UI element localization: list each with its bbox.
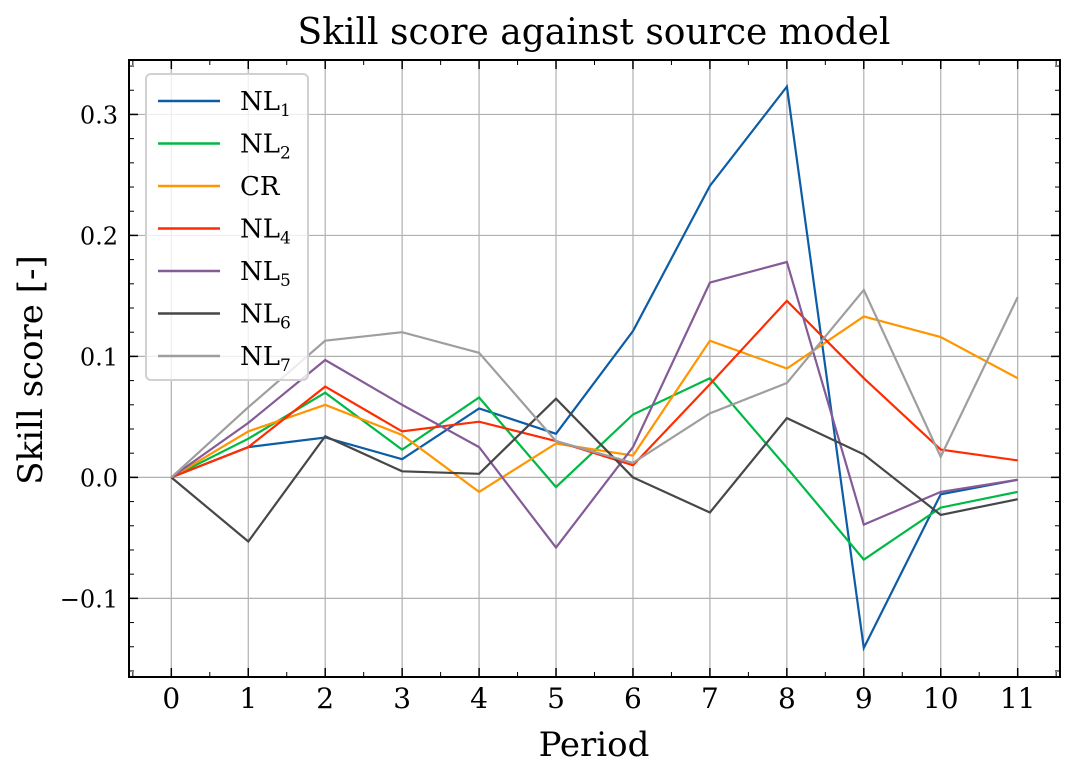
x-tick-label: 1 [239,682,257,715]
y-axis-label: Skill score [-] [11,255,51,484]
legend-label: NL4 [240,215,291,249]
series-line-2 [170,376,1018,562]
x-axis-label: Period [539,725,650,765]
series-line-5 [170,260,1018,550]
y-tick-label: 0.2 [80,222,118,250]
x-tick-label: 0 [162,682,180,715]
legend-label: NL1 [240,87,291,121]
legend-label: CR [240,172,281,202]
y-tick-label: 0.0 [80,464,118,492]
x-tick-label: 7 [701,682,719,715]
x-tick-label: 3 [393,682,411,715]
legend: NL1 NL2 CR NL4 NL5 NL6 NL7 [145,73,309,381]
chart-title: Skill score against source model [298,12,891,53]
series-line-4 [170,299,1018,479]
y-tick-label: −0.1 [60,585,118,613]
legend-label: NL5 [240,257,291,291]
y-tick-label: 0.1 [80,343,118,371]
x-tick-label: 6 [624,682,642,715]
legend-label: NL7 [240,342,291,376]
legend-label: NL6 [240,300,291,334]
x-tick-label: 8 [778,682,796,715]
legend-box [145,73,309,381]
x-tick-label: 11 [1000,682,1036,715]
axis-ticks: 0 1 2 3 4 5 6 7 8 9 10 11 −0.1 0.0 0.1 0.2 0.3 [60,60,1060,715]
x-tick-label: 9 [855,682,873,715]
y-tick-label: 0.3 [80,101,118,129]
series-line-1 [170,83,1018,652]
x-tick-label: 2 [316,682,334,715]
series-lines [170,83,1019,652]
x-tick-label: 4 [470,682,488,715]
series-line-6 [170,397,1018,544]
series-line-7 [170,287,1019,479]
x-tick-label: 10 [923,682,959,715]
x-tick-label: 5 [547,682,565,715]
legend-label: NL2 [240,130,291,164]
